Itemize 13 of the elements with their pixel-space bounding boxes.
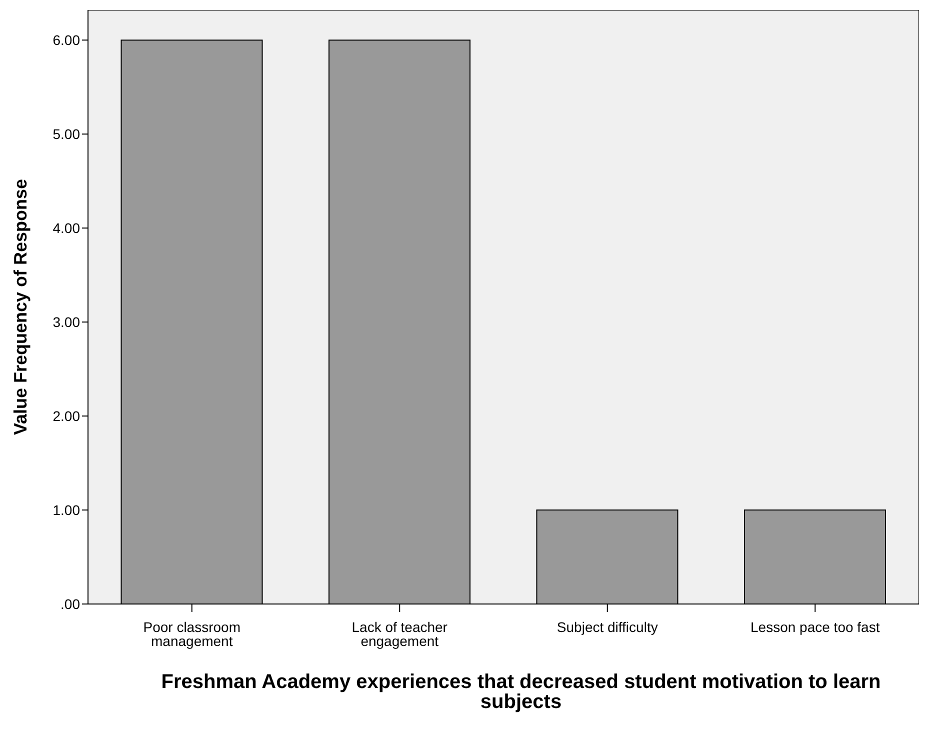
y-tick-label: 4.00 <box>52 220 80 236</box>
y-axis-title: Value Frequency of Response <box>10 178 30 436</box>
x-tick-label: Lesson pace too fast <box>750 619 880 635</box>
y-tick-label: 5.00 <box>52 126 80 142</box>
y-tick-label: 3.00 <box>52 314 80 330</box>
y-tick-label: 6.00 <box>52 32 80 48</box>
x-tick-label: Poor classroom management <box>143 619 241 649</box>
y-tick-label: 1.00 <box>52 502 80 518</box>
x-tick-label: Lack of teacher engagement <box>352 619 448 649</box>
x-axis-title: Freshman Academy experiences that decreased student motivation to learn subjects <box>160 671 882 713</box>
y-tick-label: .00 <box>60 596 80 612</box>
x-tick-label: Subject difficulty <box>556 619 658 635</box>
y-tick-label: 2.00 <box>52 408 80 424</box>
